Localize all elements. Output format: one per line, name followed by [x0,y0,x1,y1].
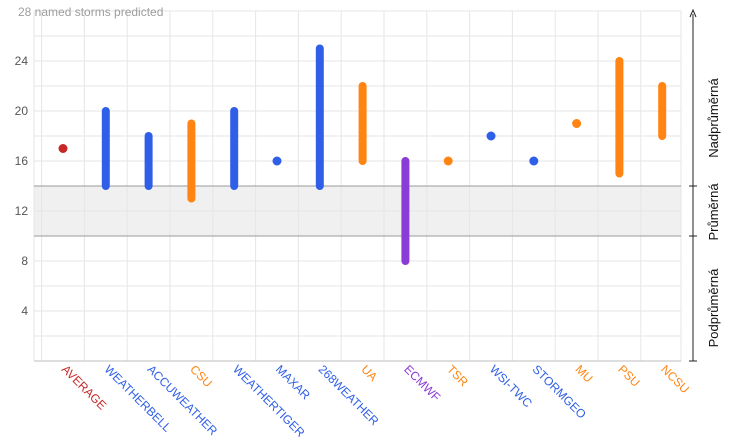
forecast-annotation: 28 named storms predicted [18,5,163,19]
point-average [58,144,68,153]
x-label-ecmwf: ECMWF [401,362,443,404]
y-tick-label: 4 [21,304,28,318]
x-label-wsi-twc: WSI-TWC [487,362,535,410]
y-tick-label: 8 [21,254,28,268]
chart-marks [58,44,667,265]
x-label-ua: UA [358,362,380,384]
band-label-above: Nadprůměrná [706,77,721,157]
point-maxar [272,156,282,166]
y-tick-label: 16 [15,154,29,168]
x-label-average: AVERAGE [59,362,109,412]
point-mu [572,119,582,128]
x-label-csu: CSU [187,362,215,390]
point-wsi-twc [486,131,496,141]
band-label-average: Průměrná [706,183,721,241]
x-label-tsr: TSR [444,362,471,389]
x-label-weathertiger: WEATHERTIGER [230,362,308,440]
x-label-psu: PSU [615,362,642,389]
y-tick-label: 12 [15,204,29,218]
x-label-mu: MU [572,362,595,385]
y-tick-label: 24 [15,54,29,68]
band-label-below: Podprůměrná [706,268,721,348]
y-tick-labels: 4 8 12 16 20 24 [15,54,29,318]
point-tsr [443,156,453,166]
x-label-maxar: MAXAR [273,362,313,402]
point-stormgeo [529,156,539,166]
band-axis-arrow-icon [689,8,697,18]
y-tick-label: 20 [15,104,29,118]
x-label-ncsu: NCSU [658,362,692,396]
